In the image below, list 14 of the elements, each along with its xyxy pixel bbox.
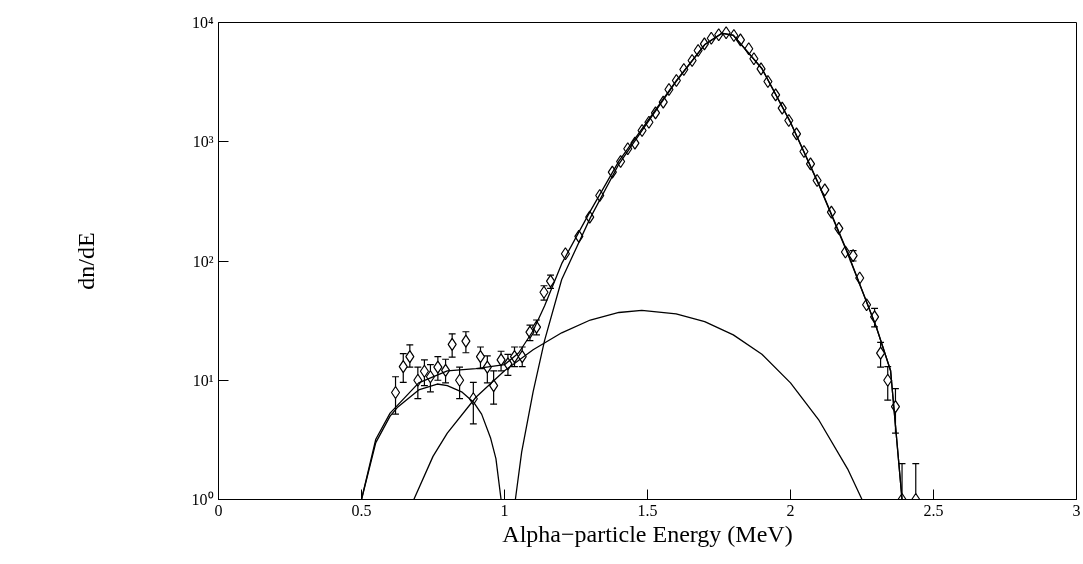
x-tick-label: 1.5 xyxy=(637,501,658,519)
x-tick-label: 0.5 xyxy=(351,501,372,519)
y-tick-label: 10² xyxy=(192,252,214,270)
x-tick-label: 2 xyxy=(786,501,795,519)
x-axis-title: Alpha−particle Energy (MeV) xyxy=(502,520,793,547)
x-tick-label: 0 xyxy=(214,501,223,519)
y-axis-title: dn/dE xyxy=(72,232,99,290)
x-tick-label: 2.5 xyxy=(923,501,944,519)
x-tick-label: 3 xyxy=(1072,501,1081,519)
y-tick-label: 10⁴ xyxy=(191,14,214,31)
x-tick-label: 1 xyxy=(500,501,509,519)
y-tick-label: 10⁰ xyxy=(191,491,214,508)
y-tick-label: 10³ xyxy=(192,133,214,151)
y-tick-label: 10¹ xyxy=(192,371,214,389)
